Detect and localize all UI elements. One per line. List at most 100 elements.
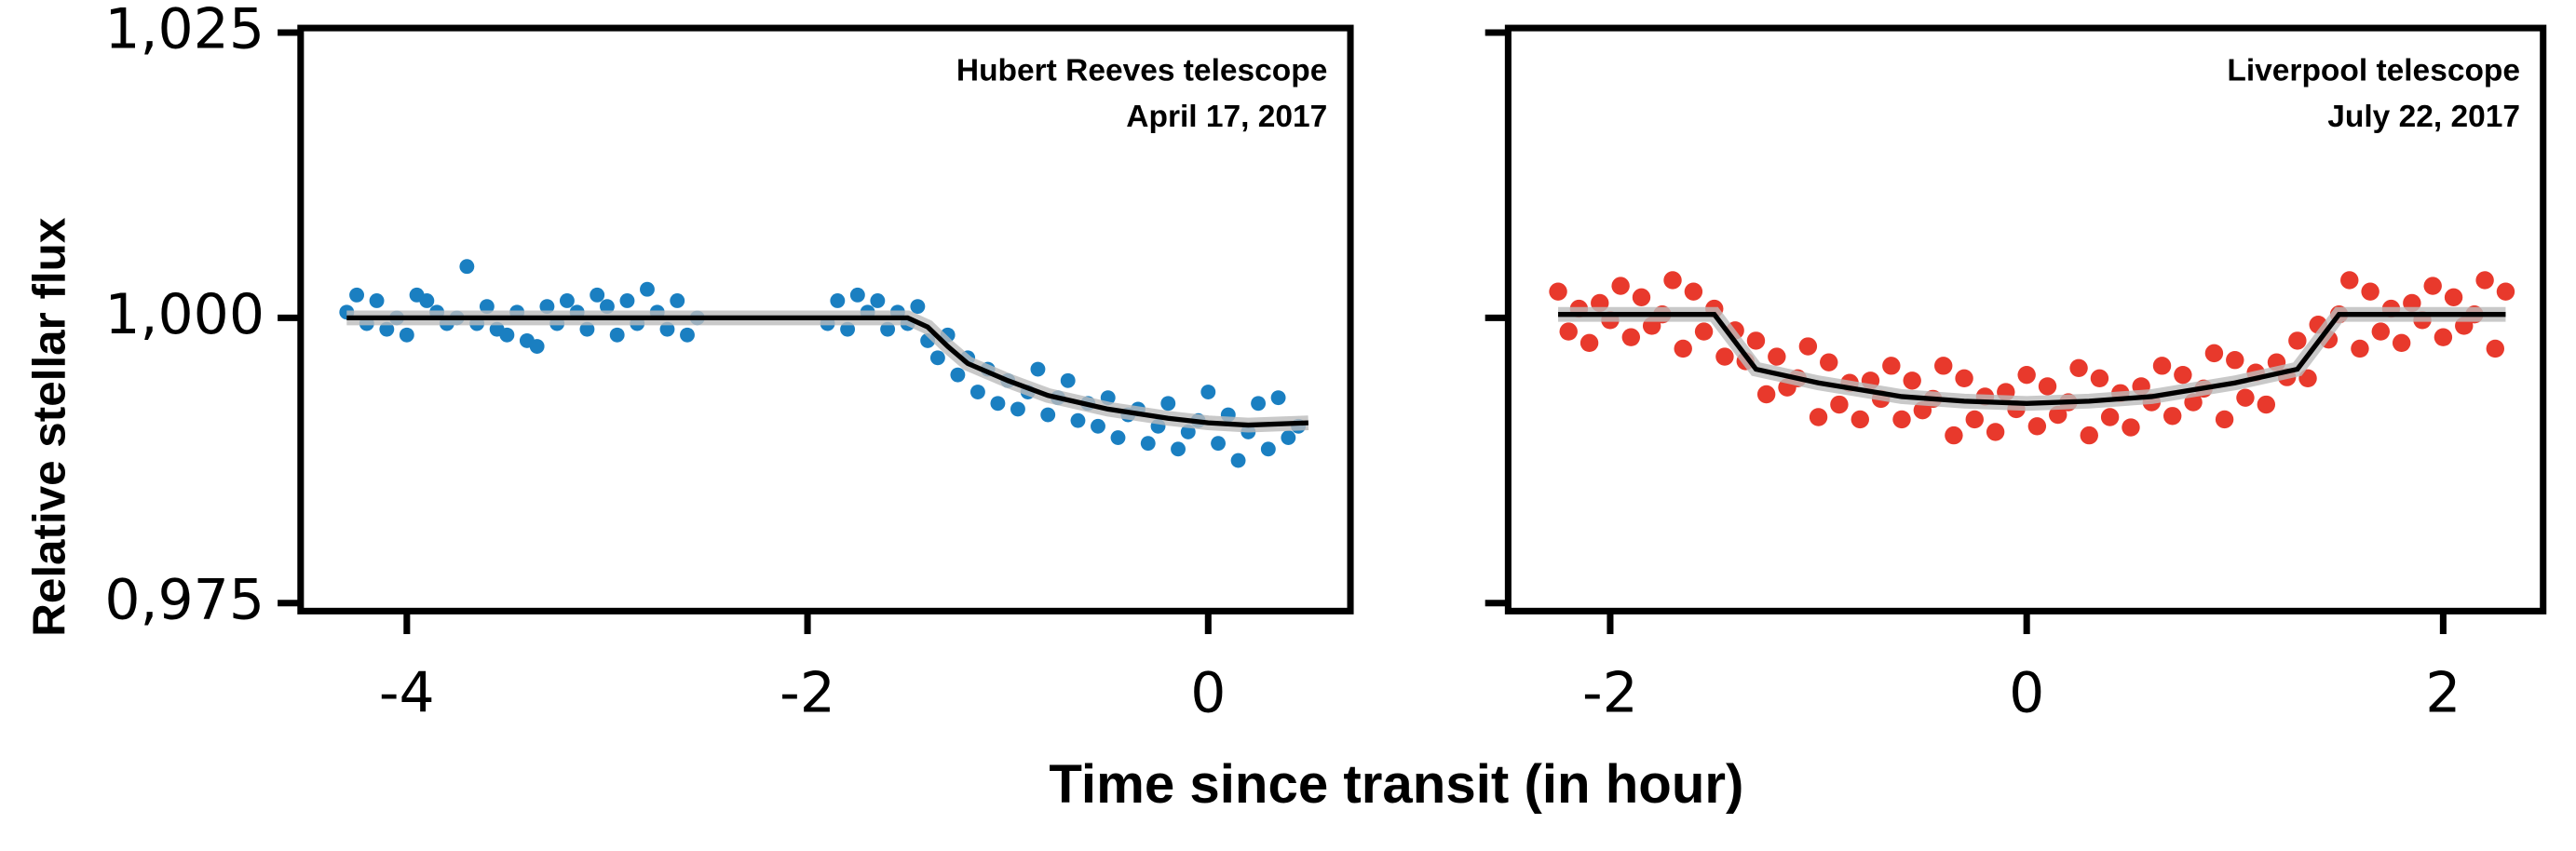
- data-point: [1040, 407, 1056, 423]
- data-point: [2444, 288, 2463, 307]
- data-point: [619, 293, 635, 308]
- data-point: [1663, 271, 1682, 290]
- data-point: [2027, 417, 2047, 436]
- model-line: [346, 315, 1308, 428]
- data-point: [2340, 271, 2359, 290]
- data-point: [1110, 430, 1126, 445]
- data-point: [1674, 339, 1692, 358]
- data-point: [2215, 410, 2234, 429]
- data-point: [1611, 277, 1630, 295]
- data-point: [2236, 388, 2255, 407]
- data-point: [1070, 412, 1086, 428]
- data-point: [1140, 436, 1156, 452]
- data-point: [2226, 351, 2244, 370]
- data-point: [539, 299, 555, 315]
- data-point: [600, 299, 615, 315]
- data-point: [1621, 328, 1641, 346]
- data-point: [419, 293, 435, 308]
- model-line: [1558, 312, 2506, 406]
- data-point: [369, 293, 385, 308]
- data-point: [2069, 358, 2088, 378]
- data-point: [1260, 441, 1276, 457]
- data-point: [1559, 322, 1578, 341]
- annotation: April 17, 2017: [1126, 100, 1327, 134]
- data-point: [1694, 322, 1714, 341]
- data-point: [459, 259, 475, 275]
- y-tick-label: 1,025: [104, 0, 264, 62]
- data-point: [2080, 426, 2098, 445]
- data-point: [2204, 344, 2224, 363]
- data-point: [670, 293, 685, 308]
- data-point: [1549, 282, 1567, 301]
- data-point: [910, 299, 926, 315]
- panel: 0,975 1,000 1,025 -4 -2 0 Hubert Reeves telesc…: [104, 0, 1354, 726]
- data-point: [349, 287, 364, 303]
- data-point: [1934, 357, 1953, 375]
- data-point: [2475, 271, 2494, 290]
- data-point: [399, 327, 414, 343]
- data-point: [1684, 282, 1703, 301]
- data-point: [1060, 372, 1076, 388]
- data-point: [1091, 418, 1105, 434]
- data-point: [1830, 395, 1849, 414]
- data-point: [1715, 347, 1734, 366]
- y-axis-label: Relative stellar flux: [23, 217, 75, 637]
- data-point: [2049, 405, 2068, 425]
- x-tick-label: 0: [1190, 661, 1226, 726]
- data-point: [1756, 385, 1776, 404]
- data-point: [1171, 441, 1186, 457]
- data-point: [1632, 288, 1651, 307]
- data-point: [479, 299, 495, 315]
- data-point: [2162, 407, 2182, 426]
- y-tick-label: 0,975: [104, 567, 264, 632]
- data-point: [929, 350, 945, 366]
- data-point: [2017, 365, 2036, 385]
- data-point: [1200, 385, 1216, 399]
- data-point: [559, 293, 575, 308]
- data-point: [1579, 333, 1599, 353]
- data-point: [529, 339, 545, 354]
- data-point: [2090, 369, 2109, 388]
- data-point: [2361, 282, 2379, 301]
- plot-frame: [297, 24, 1354, 615]
- data-point: [2152, 357, 2172, 375]
- data-point: [1945, 426, 1963, 445]
- data-point: [1211, 436, 1226, 452]
- data-point: [2496, 282, 2515, 301]
- plot-frame: [1504, 24, 2547, 615]
- data-point: [1809, 408, 1828, 426]
- annotation: Hubert Reeves telescope: [956, 54, 1327, 88]
- data-point: [1903, 371, 1921, 390]
- data-point: [1798, 337, 1818, 356]
- annotation: July 22, 2017: [2327, 100, 2520, 134]
- data-point: [1030, 361, 1046, 377]
- data-point: [1270, 390, 1286, 406]
- data-point: [640, 281, 655, 297]
- data-point: [880, 321, 896, 337]
- x-tick-label: 0: [2009, 661, 2044, 726]
- data-point: [1820, 353, 1838, 371]
- data-point: [2392, 333, 2411, 353]
- data-point: [2174, 365, 2192, 385]
- data-point: [1010, 401, 1025, 417]
- data-point: [1746, 331, 1766, 350]
- data-point: [2038, 377, 2057, 396]
- data-point: [1986, 423, 2005, 441]
- data-point: [830, 293, 846, 308]
- y-tick-label: 1,000: [104, 282, 264, 347]
- data-point: [2288, 331, 2307, 350]
- x-axis-label: Time since transit (in hour): [1049, 754, 1743, 815]
- data-point: [849, 287, 865, 303]
- data-point: [499, 327, 515, 343]
- data-point: [2371, 322, 2391, 341]
- data-point: [1251, 396, 1267, 412]
- data-point: [680, 327, 695, 343]
- data-point: [969, 385, 985, 399]
- data-point: [2434, 328, 2453, 346]
- x-tick-label: -2: [1582, 661, 1638, 726]
- data-point: [1955, 369, 1973, 388]
- data-point: [2122, 418, 2140, 437]
- data-point: [379, 321, 395, 337]
- data-point: [870, 293, 886, 308]
